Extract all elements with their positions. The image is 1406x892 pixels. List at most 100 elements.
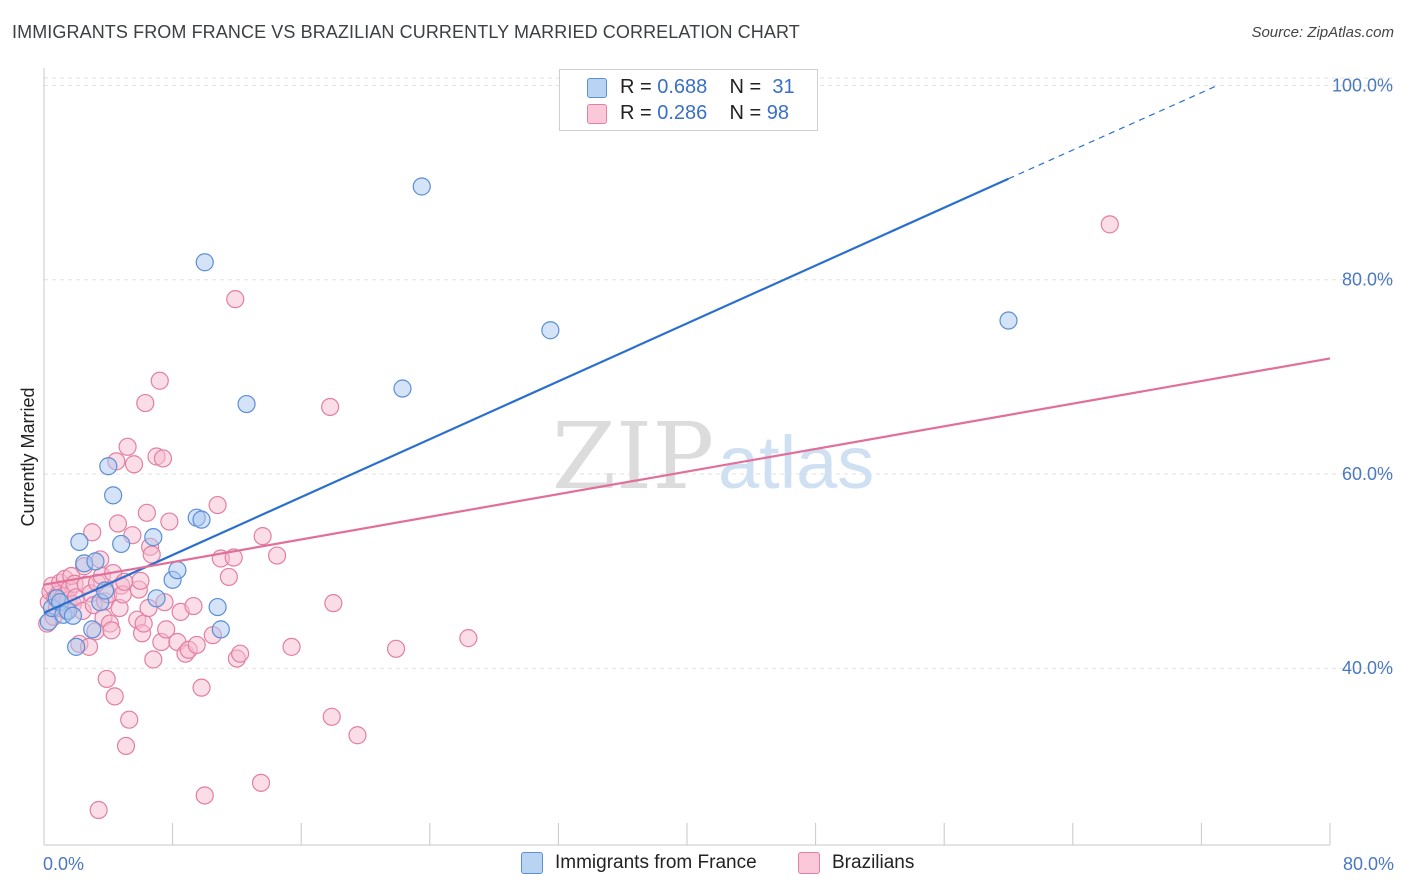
legend-r-label: R = [620, 101, 658, 124]
legend-r-value-brazilians: 0.286 [657, 101, 708, 124]
brazilian-point [102, 621, 121, 640]
y-axis-label: Currently Married [18, 387, 38, 526]
brazilian-point [208, 495, 227, 515]
brazilian-point [89, 800, 108, 820]
france-trend-extension [1008, 84, 1218, 180]
brazilian-point [322, 707, 341, 726]
x-axis-ticks [43, 823, 1331, 845]
legend-n-value-brazilians: 98 [766, 101, 790, 124]
brazilian-point [137, 503, 156, 522]
brazilian-point [282, 637, 301, 656]
brazilian-point [97, 669, 116, 689]
brazilian-point [253, 527, 272, 546]
x-tick-label-max: 80.0% [1343, 854, 1394, 874]
france-points [39, 177, 1018, 656]
brazilian-point [324, 594, 343, 613]
brazilian-point [192, 678, 211, 697]
legend-n-label: N = [729, 101, 767, 124]
brazilian-point [116, 736, 136, 756]
brazilian-point [136, 393, 155, 413]
brazilian-point [459, 629, 478, 648]
france-point [147, 589, 166, 608]
legend-r-label: R = [620, 75, 658, 98]
bottom-legend-swatch-brazilians [798, 852, 820, 874]
brazilian-point [83, 523, 102, 542]
bottom-legend-brazilians: Brazilians [798, 852, 914, 874]
brazilian-point [150, 371, 169, 390]
bottom-legend-france: Immigrants from France [521, 852, 757, 874]
brazilian-point [1100, 215, 1119, 234]
brazilian-point [153, 449, 173, 468]
brazilian-point [118, 437, 137, 456]
brazilian-point [120, 710, 139, 729]
trend-lines [43, 84, 1331, 614]
france-trend-line [43, 177, 1009, 614]
france-point [63, 606, 83, 625]
legend: R = 0.688 N = 31 R = 0.286 N = 98 [559, 69, 818, 131]
brazilian-point [187, 635, 206, 655]
france-point [104, 486, 123, 505]
x-tick-label-min: 0.0% [43, 854, 84, 874]
source-label: Source: ZipAtlas.com [1251, 24, 1394, 41]
brazilian-point [348, 726, 367, 745]
brazilian-point [231, 644, 250, 663]
brazilian-point [321, 397, 340, 417]
france-point [168, 561, 187, 580]
france-point [83, 620, 102, 639]
y-tick-label: 60.0% [1342, 464, 1393, 484]
brazilians-trend-line [43, 357, 1331, 586]
brazilian-point [108, 514, 128, 533]
chart-title: IMMIGRANTS FROM FRANCE VS BRAZILIAN CURR… [12, 22, 800, 42]
france-point [393, 379, 412, 398]
brazilian-point [226, 290, 245, 309]
france-point [412, 177, 431, 196]
france-point [192, 510, 211, 529]
france-point [86, 552, 105, 571]
bottom-legend-label-brazilians: Brazilians [832, 852, 915, 873]
legend-r-value-france: 0.688 [657, 75, 708, 98]
brazilian-point [184, 596, 203, 616]
brazilians-points [38, 215, 1119, 820]
gridlines [44, 77, 1392, 669]
france-point [67, 637, 86, 656]
france-point [237, 394, 256, 414]
brazilian-point [251, 773, 271, 792]
france-point [211, 620, 230, 639]
france-point [208, 597, 227, 617]
brazilian-point [224, 548, 243, 567]
brazilian-point [267, 546, 287, 565]
france-point [70, 532, 89, 552]
france-point [99, 457, 118, 476]
legend-swatch-brazilians [587, 104, 607, 124]
brazilian-point [124, 455, 144, 474]
watermark-zip: ZIP [552, 403, 714, 510]
watermark: ZIP atlas [552, 403, 874, 510]
y-tick-label: 100.0% [1332, 75, 1393, 95]
france-point [999, 311, 1018, 330]
brazilian-point [134, 614, 153, 633]
brazilian-point [105, 687, 124, 706]
legend-stats-brazilians: R = 0.286 N = 98 [620, 102, 789, 125]
france-point [144, 528, 163, 547]
legend-n-label: N = [729, 75, 767, 98]
france-point [112, 534, 131, 554]
brazilian-point [131, 571, 150, 590]
legend-stats-france: R = 0.688 N = 31 [620, 76, 795, 99]
brazilian-point [386, 639, 406, 658]
france-point [195, 253, 214, 272]
legend-swatch-france [587, 78, 607, 98]
y-tick-labels: 100.0% 80.0% 60.0% 40.0% [1332, 75, 1393, 678]
brazilian-point [142, 545, 161, 564]
brazilian-point [144, 650, 163, 669]
y-tick-label: 40.0% [1342, 658, 1393, 678]
legend-n-value-france: 31 [772, 75, 795, 98]
bottom-legend-label-france: Immigrants from France [555, 852, 757, 873]
brazilian-point [160, 512, 179, 531]
france-point [541, 321, 560, 340]
y-tick-label: 80.0% [1342, 270, 1393, 290]
brazilian-point [157, 620, 176, 639]
brazilian-point [195, 786, 214, 805]
bottom-legend-swatch-france [521, 852, 543, 874]
brazilian-point [219, 567, 238, 587]
